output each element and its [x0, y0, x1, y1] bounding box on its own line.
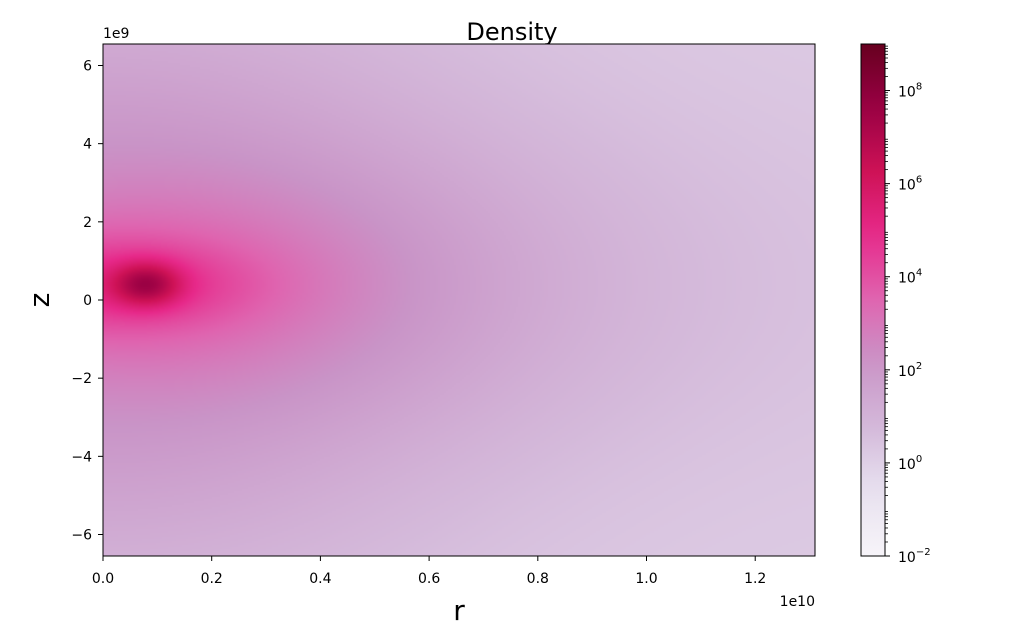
y-tick-label: −4 [71, 449, 92, 465]
x-axis: 0.0 0.2 0.4 0.6 0.8 1.0 1.2 [92, 556, 766, 587]
density-heatmap [103, 44, 815, 556]
y-tick-label: 4 [83, 137, 92, 153]
y-offset-label: 1e9 [103, 26, 129, 42]
y-axis-label: z [23, 293, 56, 308]
colorbar-gradient [861, 44, 885, 556]
y-axis: −6 −4 −2 0 2 4 6 [71, 58, 103, 544]
plot-area [102, 43, 816, 557]
colorbar-frame [860, 43, 886, 557]
x-tick-label: 0.6 [418, 571, 440, 587]
x-tick-label: 0.2 [201, 571, 223, 587]
x-tick-label: 0.4 [309, 571, 331, 587]
y-tick-label: −2 [71, 371, 92, 387]
colorbar-tick-label: 104 [898, 268, 922, 287]
colorbar-tick-label: 102 [898, 361, 922, 380]
y-tick-label: 6 [83, 58, 92, 74]
y-tick-label: −6 [71, 528, 92, 544]
y-tick-label: 2 [83, 215, 92, 231]
colorbar-ticks: 10−2 100 102 104 106 108 [885, 45, 931, 566]
colorbar-tick-label: 106 [898, 175, 922, 194]
x-axis-label: r [453, 594, 465, 627]
x-tick-label: 0.8 [527, 571, 549, 587]
chart-title: Density [466, 18, 557, 46]
x-tick-label: 1.2 [744, 571, 766, 587]
x-tick-label: 0.0 [92, 571, 114, 587]
x-offset-label: 1e10 [780, 594, 815, 610]
colorbar-tick-label: 10−2 [898, 547, 931, 566]
y-tick-label: 0 [83, 293, 92, 309]
colorbar-tick-label: 108 [898, 82, 922, 101]
colorbar: 10−2 100 102 104 106 108 [860, 43, 931, 566]
x-tick-label: 1.0 [635, 571, 657, 587]
colorbar-tick-label: 100 [898, 454, 922, 473]
